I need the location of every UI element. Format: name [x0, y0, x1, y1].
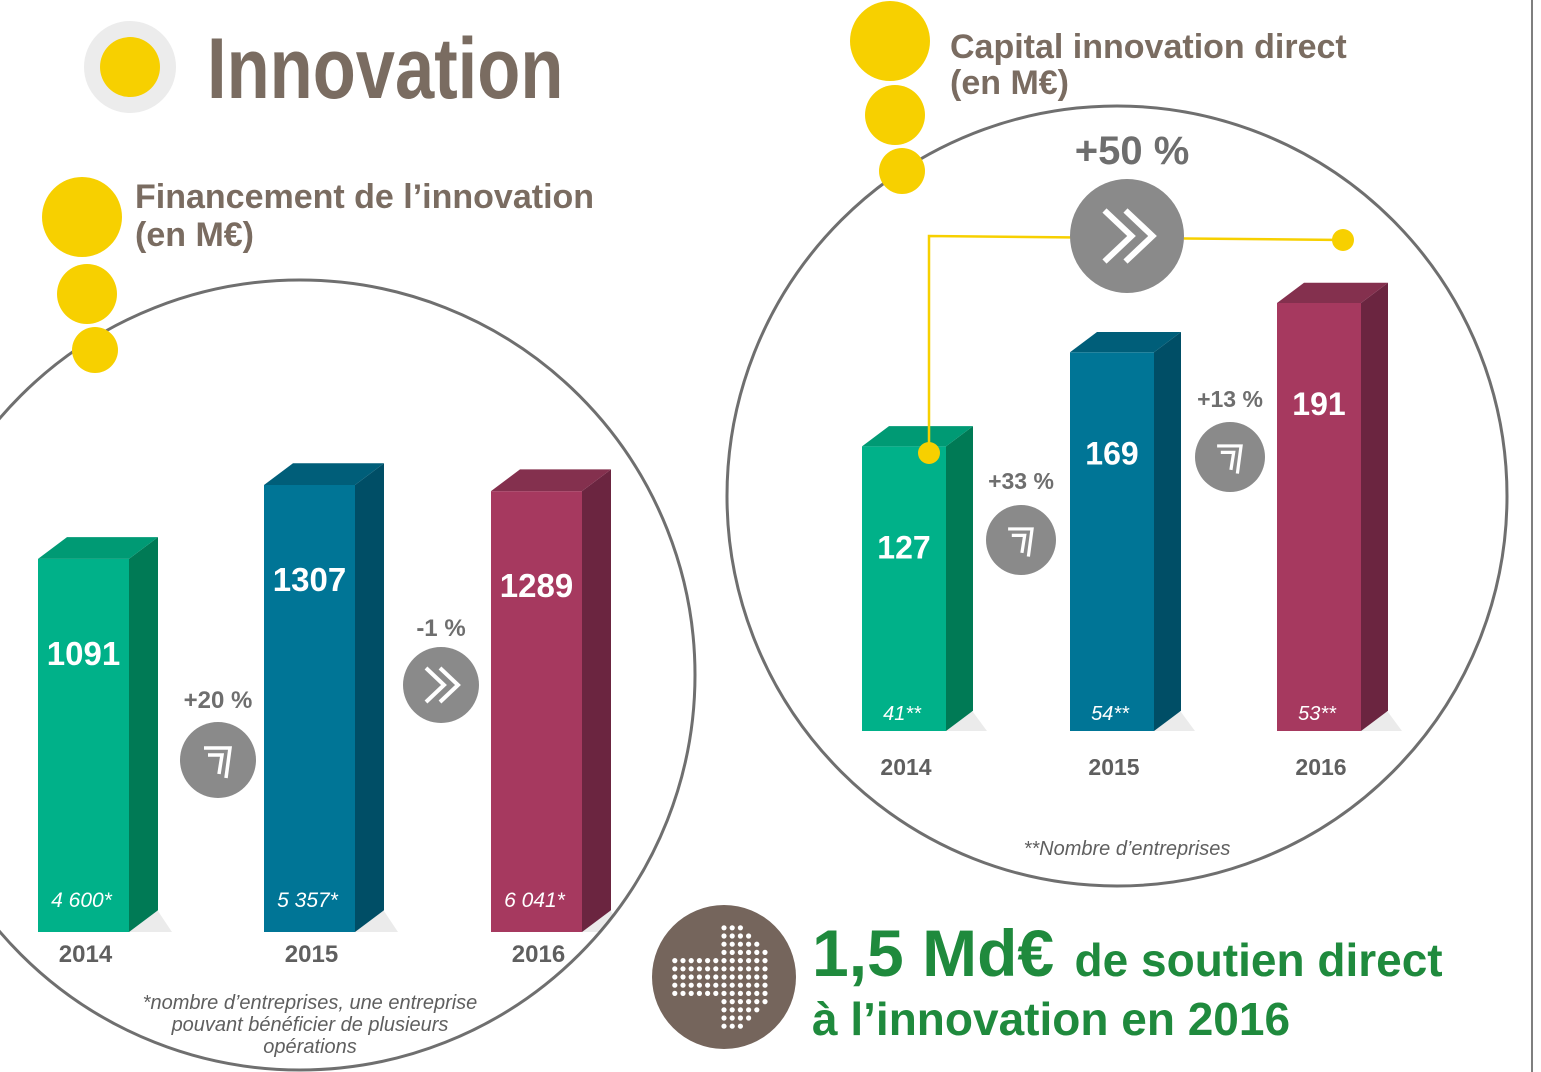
left-bullet-dot-2	[57, 264, 117, 324]
right-chart-title: Capital innovation direct	[950, 28, 1347, 66]
change-label-2: +13 %	[1197, 386, 1263, 412]
right-footnote: **Nombre d’entreprises	[1024, 838, 1231, 860]
left-chart-frame	[0, 278, 697, 1072]
highlight-amount: 1,5 Md€	[812, 916, 1054, 990]
change-badge-2	[1195, 422, 1265, 492]
left-bullet-dot-3	[72, 327, 118, 373]
dotted-arrow-icon	[672, 925, 768, 1029]
left-chart-title: Financement de l’innovation	[135, 178, 594, 216]
bar-value-label-2016: 1289	[500, 567, 573, 604]
bar-side	[355, 463, 384, 932]
overall-change-label: +50 %	[1075, 129, 1190, 173]
left-labels: 1091 4 600* 2014 1307 5 357* 2015 1289 6 041* 20…	[47, 561, 573, 968]
page-edge-divider	[1531, 0, 1533, 1072]
bar-top	[491, 469, 611, 492]
change-badge-2	[403, 647, 479, 723]
bar-2014	[862, 426, 987, 731]
page-title: Innovation	[207, 20, 563, 116]
title-bullet-dot	[100, 37, 160, 97]
year-label-2014: 2014	[59, 941, 113, 968]
right-chart: Capital innovation direct (en M€) 127 41*…	[725, 1, 1509, 888]
right-bullet-dot-3	[879, 148, 925, 194]
right-chart-frame	[725, 104, 1509, 888]
year-label-2015: 2015	[1088, 754, 1139, 780]
bar-side	[582, 469, 611, 932]
bar-count-label-2014: 41**	[883, 703, 922, 725]
bar-count-label-2016: 53**	[1298, 703, 1337, 725]
bar-2016	[1277, 282, 1402, 731]
bar-count-label-2015: 54**	[1091, 703, 1130, 725]
bar-front	[1070, 352, 1154, 731]
bar-front	[264, 485, 355, 932]
bar-value-label-2015: 1307	[273, 561, 346, 598]
change-badge-1	[986, 505, 1056, 575]
year-label-2014: 2014	[880, 754, 931, 780]
bar-front	[38, 558, 129, 932]
left-footnote-line-3: opérations	[263, 1036, 356, 1058]
bar-2014	[38, 537, 172, 932]
page-header: Innovation	[84, 20, 563, 117]
change-badge-1	[180, 722, 256, 798]
bar-count-label-2014: 4 600*	[51, 889, 113, 912]
bar-side	[1361, 282, 1388, 731]
left-bars	[38, 463, 625, 932]
year-label-2016: 2016	[1295, 754, 1346, 780]
change-label-2: -1 %	[416, 615, 465, 642]
year-label-2016: 2016	[512, 941, 565, 968]
bar-2015	[264, 463, 398, 932]
bar-top	[1277, 282, 1388, 303]
right-bullet-dot-2	[865, 85, 925, 145]
bar-value-label-2014: 127	[877, 529, 930, 565]
connector-start-dot	[918, 442, 940, 464]
bar-top	[862, 426, 973, 447]
bar-value-label-2015: 169	[1085, 435, 1138, 471]
bar-front	[491, 491, 582, 932]
left-bullet-dot-1	[42, 177, 122, 257]
overall-change-connector: +50 %	[918, 129, 1354, 464]
bar-2016	[491, 469, 625, 932]
highlight-text-line-1: 1,5 Md€ de soutien direct	[812, 916, 1443, 990]
highlight-text-line-2: à l’innovation en 2016	[812, 993, 1290, 1045]
left-footnote-line-1: *nombre d’entreprises, une entreprise	[143, 992, 478, 1014]
bar-front	[862, 446, 946, 731]
change-label-1: +33 %	[988, 468, 1054, 494]
left-footnote-line-2: pouvant bénéficier de plusieurs	[171, 1014, 449, 1036]
bar-side	[1154, 332, 1181, 731]
highlight-line-1-rest: de soutien direct	[1075, 934, 1443, 986]
bar-side	[129, 537, 158, 932]
bar-top	[38, 537, 158, 559]
bar-count-label-2015: 5 357*	[277, 889, 339, 912]
change-label-1: +20 %	[184, 687, 253, 714]
bar-front	[1277, 303, 1361, 731]
connector-end-dot	[1332, 229, 1354, 251]
left-chart-subtitle: (en M€)	[135, 216, 254, 254]
highlight-block: 1,5 Md€ de soutien direct à l’innovation…	[652, 905, 1443, 1049]
bar-top	[1070, 332, 1181, 353]
right-chart-subtitle: (en M€)	[950, 64, 1069, 102]
right-labels: 127 41** 2014 169 54** 2015 191 53** 2016 +33 % +1…	[877, 129, 1354, 780]
bar-count-label-2016: 6 041*	[504, 889, 566, 912]
bar-2015	[1070, 332, 1195, 731]
bar-value-label-2016: 191	[1292, 386, 1345, 422]
overall-change-badge	[1070, 179, 1184, 293]
bar-value-label-2014: 1091	[47, 635, 120, 672]
right-bars	[862, 282, 1402, 731]
year-label-2015: 2015	[285, 941, 338, 968]
bar-side	[946, 426, 973, 731]
bar-top	[264, 463, 384, 485]
connector-line	[927, 234, 1344, 453]
right-bullet-dot-1	[850, 1, 930, 81]
left-chart: Financement de l’innovation (en M€) 1091…	[0, 177, 697, 1072]
